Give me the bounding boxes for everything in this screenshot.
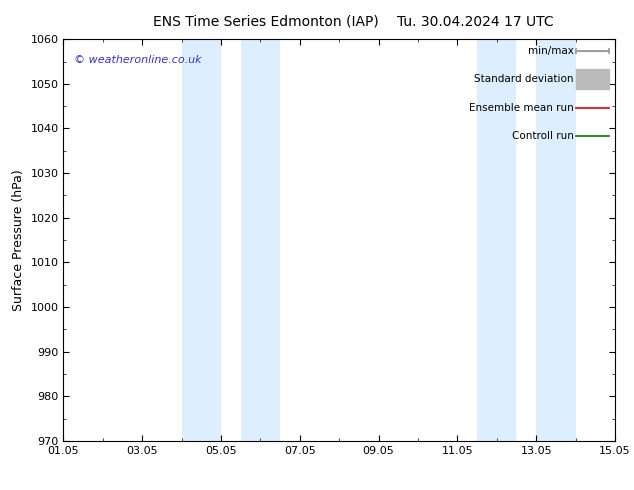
Text: Controll run: Controll run <box>512 131 574 141</box>
Bar <box>181 39 221 441</box>
Text: Standard deviation: Standard deviation <box>474 74 574 84</box>
FancyBboxPatch shape <box>576 70 609 90</box>
Text: ENS Time Series Edmonton (IAP): ENS Time Series Edmonton (IAP) <box>153 15 379 29</box>
Y-axis label: Surface Pressure (hPa): Surface Pressure (hPa) <box>12 169 25 311</box>
Bar <box>536 39 576 441</box>
Text: Tu. 30.04.2024 17 UTC: Tu. 30.04.2024 17 UTC <box>397 15 554 29</box>
Text: min/max: min/max <box>527 46 574 56</box>
Text: Ensemble mean run: Ensemble mean run <box>469 102 574 113</box>
Text: © weatheronline.co.uk: © weatheronline.co.uk <box>74 55 202 65</box>
Bar <box>241 39 280 441</box>
Bar <box>477 39 517 441</box>
